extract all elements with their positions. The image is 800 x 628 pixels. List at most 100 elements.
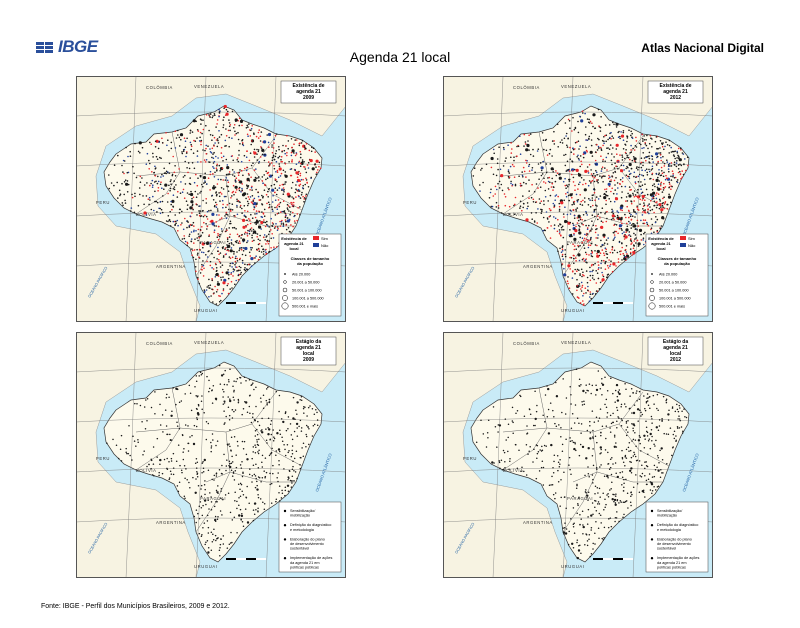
legend-stage-label: sustentável (290, 547, 309, 551)
municipality-point (586, 497, 588, 499)
municipality-point (595, 388, 599, 392)
municipality-point (207, 551, 210, 554)
municipality-point (609, 414, 612, 417)
country-label: COLÔMBIA (146, 341, 173, 346)
municipality-point (214, 142, 216, 144)
map-title-line: agenda 21 (296, 89, 321, 95)
municipality-point (165, 132, 167, 134)
municipality-point (199, 136, 201, 139)
municipality-point (258, 176, 260, 178)
municipality-point (278, 410, 280, 413)
municipality-point (564, 122, 567, 124)
municipality-point (219, 383, 222, 385)
municipality-point (660, 469, 662, 471)
municipality-point (623, 238, 626, 240)
municipality-point (676, 403, 678, 406)
municipality-point (666, 159, 668, 161)
municipality-point (191, 254, 193, 256)
municipality-point (523, 470, 525, 473)
municipality-point (584, 169, 588, 173)
municipality-point (630, 172, 632, 175)
municipality-point (278, 485, 281, 487)
municipality-point (240, 169, 243, 172)
municipality-point (653, 475, 656, 478)
municipality-point (193, 424, 196, 427)
municipality-point (594, 435, 597, 438)
municipality-point (274, 225, 277, 228)
municipality-point (252, 382, 254, 384)
municipality-point (632, 438, 635, 441)
municipality-point (575, 225, 577, 228)
municipality-point (241, 193, 246, 197)
municipality-point (507, 423, 510, 425)
municipality-point (197, 276, 199, 279)
municipality-point (644, 231, 646, 234)
municipality-points (472, 108, 689, 306)
municipality-point (575, 248, 577, 250)
municipality-point (190, 409, 193, 412)
municipality-point (562, 180, 565, 183)
municipality-point (533, 448, 535, 450)
municipality-point (661, 202, 664, 205)
municipality-point (156, 211, 158, 213)
municipality-point (485, 163, 488, 166)
municipality-point (133, 172, 135, 175)
municipality-point (503, 148, 505, 151)
municipality-point (201, 265, 203, 268)
municipality-point (499, 168, 502, 171)
municipality-point (611, 153, 613, 155)
municipality-point (585, 270, 588, 272)
municipality-point (161, 187, 163, 189)
municipality-point (563, 137, 566, 140)
municipality-point (523, 145, 525, 147)
municipality-point (272, 147, 275, 149)
municipality-point (644, 169, 647, 172)
municipality-point (216, 518, 219, 521)
municipality-point (256, 153, 258, 155)
municipality-point (234, 470, 237, 472)
municipality-point (226, 204, 229, 206)
municipality-point (630, 491, 632, 494)
municipality-point (194, 140, 197, 142)
municipality-point (600, 225, 604, 229)
municipality-point (600, 262, 602, 265)
municipality-point (654, 445, 656, 447)
municipality-point (653, 443, 655, 445)
municipality-point (260, 480, 262, 483)
municipality-point (578, 497, 580, 500)
state-boundary (596, 471, 663, 483)
municipality-point (585, 234, 588, 236)
municipality-point (121, 202, 124, 204)
municipality-point (511, 406, 514, 409)
municipality-point (287, 147, 289, 150)
municipality-point (204, 214, 206, 217)
municipality-point (616, 409, 619, 412)
municipality-point (240, 483, 243, 486)
municipality-point (287, 484, 290, 487)
legend-stage-label: da agenda 21 em (290, 561, 320, 565)
municipality-point (197, 252, 199, 255)
municipality-point (630, 134, 632, 137)
municipality-point (283, 468, 285, 470)
municipality-point (562, 213, 565, 215)
municipality-point (290, 201, 292, 204)
municipality-point (531, 183, 533, 186)
municipality-point (196, 204, 198, 206)
municipality-point (238, 179, 240, 181)
municipality-point (578, 183, 580, 186)
municipality-point (539, 186, 542, 188)
municipality-point (485, 446, 488, 448)
municipality-point (185, 155, 187, 158)
municipality-point (646, 171, 648, 174)
municipality-point (230, 280, 233, 283)
municipality-point (573, 447, 576, 451)
municipality-point (559, 505, 561, 507)
municipality-point (181, 151, 183, 153)
municipality-point (172, 155, 174, 158)
municipality-point (568, 234, 571, 236)
municipality-point (642, 237, 645, 239)
municipality-point (592, 482, 594, 484)
municipality-point (202, 275, 205, 277)
municipality-point (183, 237, 186, 240)
